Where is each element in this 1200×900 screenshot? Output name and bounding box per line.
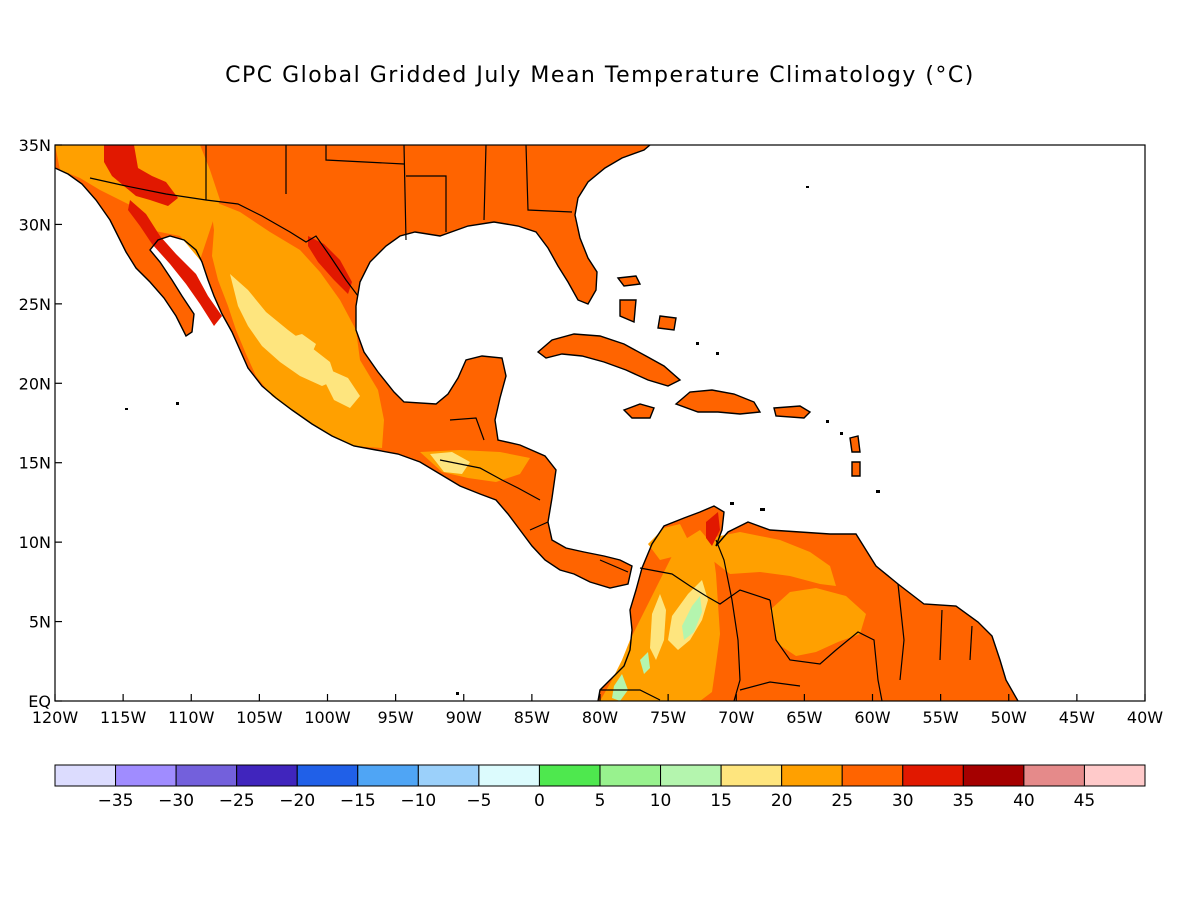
zone-10-15 [612, 596, 702, 701]
x-tick-label: 40W [1127, 708, 1163, 727]
colorbar-swatch [538, 764, 601, 787]
x-tick-label: 105W [236, 708, 283, 727]
colorbar-swatch [1083, 764, 1146, 787]
y-tick-label: 25N [19, 295, 51, 314]
colorbar-label: −5 [466, 791, 491, 811]
colorbar-label: 30 [892, 791, 914, 811]
colorbar-label: −35 [98, 791, 134, 811]
land-cuba [538, 334, 680, 386]
colorbar-swatch [54, 764, 117, 787]
colorbar-swatch [1023, 764, 1085, 787]
x-tick-label: 95W [378, 708, 414, 727]
colorbar-label: 25 [831, 791, 853, 811]
colorbar-swatch [599, 764, 662, 787]
x-tick-label: 45W [1059, 708, 1095, 727]
map-title: CPC Global Gridded July Mean Temperature… [225, 63, 975, 88]
colorbar-label: 35 [953, 791, 975, 811]
y-tick-label: 5N [29, 613, 51, 632]
political-borders [89, 145, 973, 701]
colorbar-swatch [296, 764, 359, 787]
colorbar: −35 −30 −25 −20 −15 −10 −5 0 5 10 15 20 25 30 35 40 45 [54, 764, 1146, 811]
land-bahamas [618, 276, 676, 330]
colorbar-swatch [478, 764, 540, 787]
colorbar-label: −25 [219, 791, 255, 811]
x-tick-label: 100W [304, 708, 351, 727]
colorbar-label: 45 [1074, 791, 1096, 811]
temperature-field [55, 145, 1019, 701]
island-specks [125, 186, 880, 695]
x-tick-label: 60W [854, 708, 890, 727]
x-tick-label: 55W [923, 708, 959, 727]
colorbar-swatch [417, 764, 480, 787]
map-axes: 120W 115W 110W 105W 100W 95W 90W 85W 80W 75W 70W 65… [19, 136, 1164, 727]
y-tick-label: EQ [28, 692, 51, 711]
x-tick-label: 90W [446, 708, 482, 727]
x-tick-label: 80W [582, 708, 618, 727]
zone-35-40 [104, 145, 720, 546]
x-tick-label: 85W [514, 708, 550, 727]
colorbar-swatch [236, 764, 298, 787]
y-tick-label: 35N [19, 136, 51, 155]
colorbar-swatch [841, 764, 904, 787]
colorbar-swatch [660, 764, 722, 787]
y-tick-label: 20N [19, 374, 51, 393]
colorbar-swatch [175, 764, 238, 787]
colorbar-label: −15 [340, 791, 376, 811]
colorbar-label: 15 [710, 791, 732, 811]
x-tick-label: 110W [168, 708, 215, 727]
land-puerto-rico [774, 406, 810, 418]
x-tick-label: 115W [100, 708, 147, 727]
x-tick-label: 50W [991, 708, 1027, 727]
y-tick-label: 15N [19, 454, 51, 473]
colorbar-swatch [357, 764, 419, 787]
colorbar-label: −30 [158, 791, 194, 811]
colorbar-swatch [720, 764, 783, 787]
x-tick-label: 65W [786, 708, 822, 727]
colorbar-label: 40 [1013, 791, 1035, 811]
colorbar-label: 20 [771, 791, 793, 811]
y-tick-label: 10N [19, 533, 51, 552]
colorbar-label: −20 [279, 791, 315, 811]
colorbar-swatch [781, 764, 843, 787]
colorbar-label: 0 [534, 791, 545, 811]
y-tick-label: 30N [19, 215, 51, 234]
colorbar-label: 5 [595, 791, 606, 811]
x-tick-label: 70W [718, 708, 754, 727]
colorbar-swatch [902, 764, 964, 787]
x-tick-label: 75W [650, 708, 686, 727]
colorbar-label: −10 [400, 791, 436, 811]
coastlines [55, 145, 1019, 701]
colorbar-label: 10 [650, 791, 672, 811]
x-tick-label: 120W [32, 708, 79, 727]
colorbar-swatch [115, 764, 177, 787]
colorbar-swatch [962, 764, 1025, 787]
